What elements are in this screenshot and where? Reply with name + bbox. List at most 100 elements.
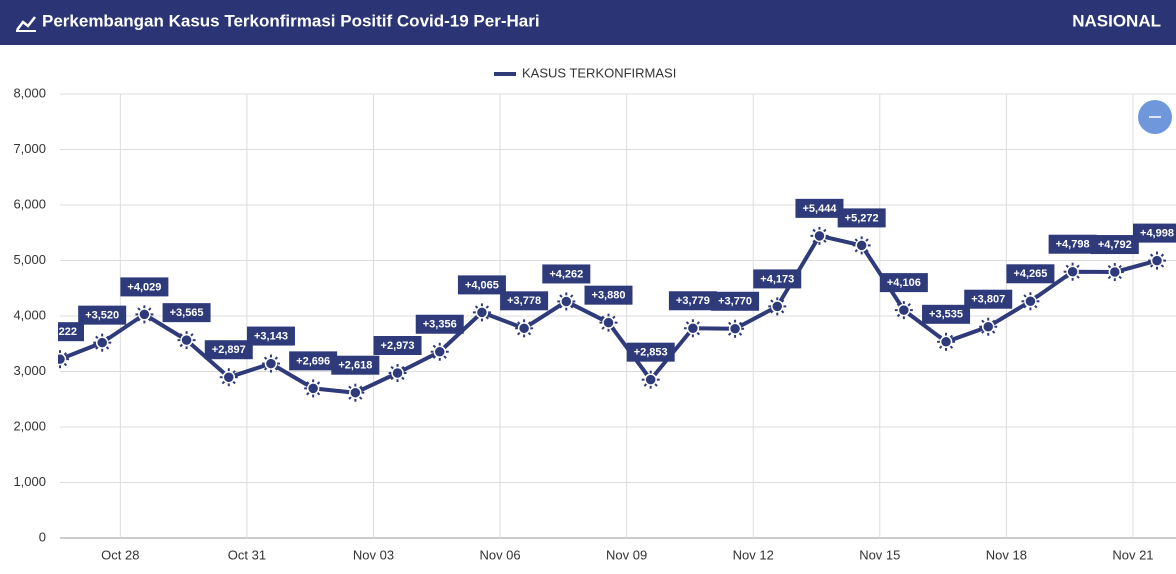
y-tick-label: 7,000 [13,141,46,156]
region[interactable]: NASIONAL [1072,11,1161,30]
y-tick-label: 1,000 [13,474,46,489]
marker-core [391,366,404,380]
y-tick-label: 5,000 [13,252,46,267]
data-label: +4,106 [887,277,921,289]
marker-core [981,320,995,333]
point-marker [1021,292,1040,311]
marker-core [349,386,362,399]
point-marker [93,333,112,352]
label-box [289,351,338,371]
marker-core [728,322,742,336]
point-marker [768,297,787,316]
data-label: +3,778 [507,295,541,307]
data-label: +3,807 [971,294,1005,306]
marker-core [897,303,911,317]
x-tick-label: Oct 28 [101,547,139,562]
data-label: +3,222 [43,326,77,338]
label-box [58,322,84,342]
point-marker [346,383,365,402]
point-marker [58,350,69,369]
marker-core [1066,265,1079,278]
marker-core [855,239,868,252]
plot: +3,222 +3,520 +4,029 +3,565 +2,897 +3,143 +2,6… [43,198,1176,402]
x-tick-label: Nov 09 [606,547,647,562]
label-box [331,355,380,375]
point-marker [894,301,913,320]
data-label: +4,998 [1140,228,1174,240]
y-tick-label: 8,000 [13,85,46,100]
data-label: +3,565 [170,307,204,319]
label-box [668,291,717,311]
marker-core [560,295,573,308]
point-marker [979,317,998,336]
data-label: +2,853 [634,347,668,359]
point-marker [1063,262,1082,281]
point-marker [557,292,576,311]
point-marker [177,331,196,350]
label-box [837,208,886,228]
data-label: +2,973 [381,340,415,352]
marker-core [95,336,109,349]
x-tick-label: Nov 06 [479,547,520,562]
collapse-button[interactable] [1138,100,1172,134]
data-label: +4,065 [465,279,499,291]
point-marker [726,319,745,338]
marker-core [433,345,446,358]
point-marker [810,226,829,245]
marker-core [686,322,700,335]
label-box [246,326,295,346]
marker-core [517,322,531,335]
point-marker [599,313,618,332]
y-tick-label: 4,000 [13,307,46,322]
data-label: +2,696 [296,355,330,367]
marker-core [58,352,67,366]
label-box [415,314,464,334]
marker-core [138,308,151,321]
point-marker [135,305,154,324]
label-box [78,305,127,325]
point-marker [641,370,660,389]
label-box [753,269,802,289]
marker-core [771,300,784,313]
data-label: +4,262 [549,268,583,280]
point-marker [261,354,280,373]
marker-core [475,306,489,319]
point-marker [1105,263,1124,282]
label-box [879,273,928,293]
point-marker [515,319,534,338]
point-marker [683,319,702,338]
label-box [162,303,211,323]
label-box [1048,234,1097,254]
data-label: +3,520 [85,310,119,322]
data-label: +3,880 [592,290,626,302]
data-label: +5,272 [845,212,879,224]
y-tick-label: 6,000 [13,196,46,211]
x-tick-label: Nov 03 [353,547,394,562]
label-box [626,342,675,362]
marker-core [939,335,953,349]
y-tick-label: 0 [39,529,46,544]
x-tick-label: Nov 18 [986,547,1027,562]
data-label: +3,535 [929,309,963,321]
data-label: +4,798 [1056,239,1090,251]
data-label: +5,444 [802,203,837,215]
label-box [922,304,971,324]
label-box [500,291,549,311]
point-marker [1148,251,1166,270]
point-marker [852,236,871,255]
label-box [1006,264,1055,284]
point-marker [388,363,407,382]
point-marker [304,379,323,398]
data-label: +2,618 [338,360,372,372]
header-title: Perkembangan Kasus Terkonfirmasi Positif… [42,11,540,30]
label-box [120,277,169,297]
label-box [204,340,253,360]
data-label: +4,029 [127,281,161,293]
marker-core [222,370,236,384]
x-tick-label: Nov 15 [859,547,900,562]
y-tick-label: 2,000 [13,418,46,433]
data-label: +4,792 [1098,239,1132,251]
point-marker [430,342,449,361]
marker-core [602,316,615,329]
label-box [795,198,844,218]
